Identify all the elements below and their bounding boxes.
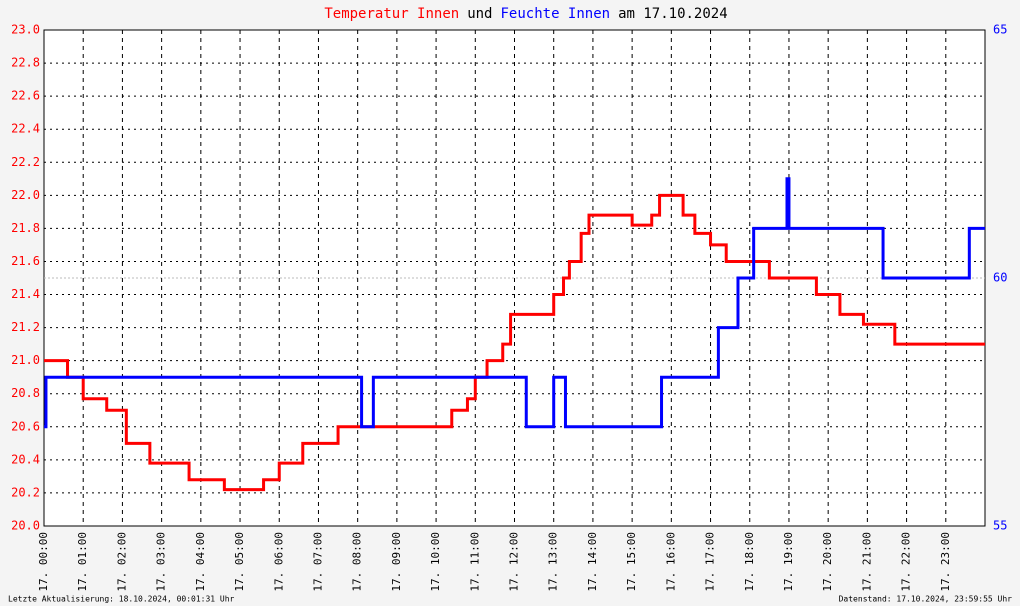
x-tick-label: 17. 08:00 (351, 532, 364, 592)
y2-tick-label: 60 (993, 271, 1007, 285)
title-part: Feuchte Innen (501, 6, 611, 22)
x-tick-label: 17. 09:00 (390, 532, 403, 592)
x-tick-label: 17. 13:00 (547, 532, 560, 592)
y2-tick-label: 65 (993, 23, 1007, 37)
x-tick-label: 17. 16:00 (664, 532, 677, 592)
x-tick-label: 17. 04:00 (194, 532, 207, 592)
x-tick-label: 17. 11:00 (468, 532, 481, 592)
y-tick-label: 20.6 (11, 419, 40, 433)
y-tick-label: 22.4 (11, 122, 40, 136)
data-line (44, 193, 985, 492)
x-tick-label: 17. 03:00 (155, 532, 168, 592)
x-tick-label: 17. 19:00 (782, 532, 795, 592)
x-tick-label: 17. 02:00 (115, 532, 128, 592)
x-tick-label: 17. 00:00 (37, 532, 50, 592)
x-tick-label: 17. 15:00 (625, 532, 638, 592)
data-line (44, 177, 985, 429)
x-tick-label: 17. 07:00 (311, 532, 324, 592)
y-tick-label: 23.0 (11, 23, 40, 37)
y-tick-label: 22.8 (11, 56, 40, 70)
x-tick-label: 17. 05:00 (233, 532, 246, 592)
y-tick-label: 20.0 (11, 519, 40, 533)
y-tick-label: 20.2 (11, 485, 40, 499)
chart-title: Temperatur Innen und Feuchte Innen am 17.10… (324, 6, 727, 22)
footer-left: Letzte Aktualisierung: 18.10.2024, 00:01… (8, 595, 235, 604)
x-tick-label: 17. 23:00 (939, 532, 952, 592)
x-tick-label: 17. 20:00 (821, 532, 834, 592)
y-tick-label: 21.8 (11, 221, 40, 235)
x-tick-label: 17. 10:00 (429, 532, 442, 592)
x-tick-label: 17. 01:00 (76, 532, 89, 592)
x-tick-label: 17. 14:00 (586, 532, 599, 592)
y-tick-label: 22.6 (11, 89, 40, 103)
x-tick-label: 17. 18:00 (743, 532, 756, 592)
x-tick-label: 17. 06:00 (272, 532, 285, 592)
y-tick-label: 21.2 (11, 320, 40, 334)
x-tick-label: 17. 21:00 (860, 532, 873, 592)
y-tick-label: 20.8 (11, 386, 40, 400)
y-tick-label: 22.0 (11, 188, 40, 202)
y-tick-label: 20.4 (11, 452, 40, 466)
y2-tick-label: 55 (993, 519, 1007, 533)
title-part: Temperatur Innen (324, 6, 459, 22)
x-tick-label: 17. 22:00 (900, 532, 913, 592)
title-part: und (467, 6, 492, 22)
x-tick-label: 17. 12:00 (508, 532, 521, 592)
x-tick-label: 17. 17:00 (704, 532, 717, 592)
y-tick-label: 21.4 (11, 287, 40, 301)
y-tick-label: 21.0 (11, 353, 40, 367)
title-part: am 17.10.2024 (618, 6, 728, 22)
y-tick-label: 22.2 (11, 155, 40, 169)
footer-right: Datenstand: 17.10.2024, 23:59:55 Uhr (839, 595, 1013, 604)
y-tick-label: 21.6 (11, 254, 40, 268)
